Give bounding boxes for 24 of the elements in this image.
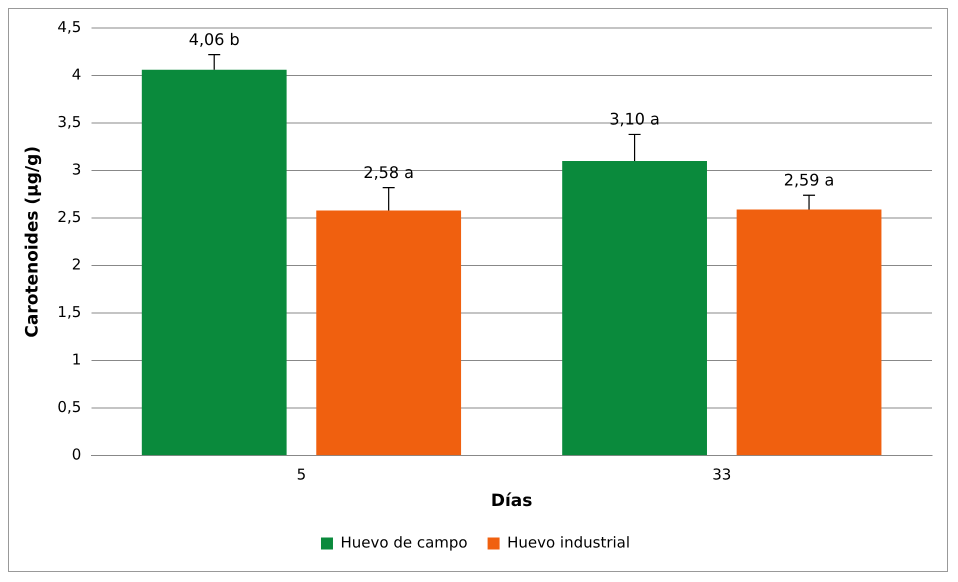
x-tick-label: 33 [712,465,732,484]
y-tick-label: 0 [72,445,82,464]
legend-label: Huevo industrial [507,533,630,552]
data-label: 2,59 a [784,170,834,190]
data-label: 2,58 a [363,162,414,182]
y-tick-label: 1,5 [57,302,82,321]
y-axis-title: Carotenoides (µg/g) [22,146,43,338]
y-tick-label: 3 [72,160,82,178]
y-tick-label: 4,5 [57,18,82,36]
data-label: 4,06 b [188,30,240,49]
bar [562,161,707,456]
y-tick-label: 3,5 [57,112,82,131]
y-tick-label: 2 [72,255,82,274]
y-tick-label: 4 [72,65,82,84]
bar [316,210,462,456]
bar [736,209,882,456]
legend-label: Huevo de campo [340,533,468,552]
data-label: 3,10 a [609,110,660,129]
y-tick-label: 2,5 [57,208,82,226]
y-tick-label: 1 [72,350,82,368]
x-axis-title: Días [490,491,532,512]
y-tick-label: 0,5 [57,398,82,416]
x-tick-label: 5 [296,465,306,484]
bar [142,70,287,456]
